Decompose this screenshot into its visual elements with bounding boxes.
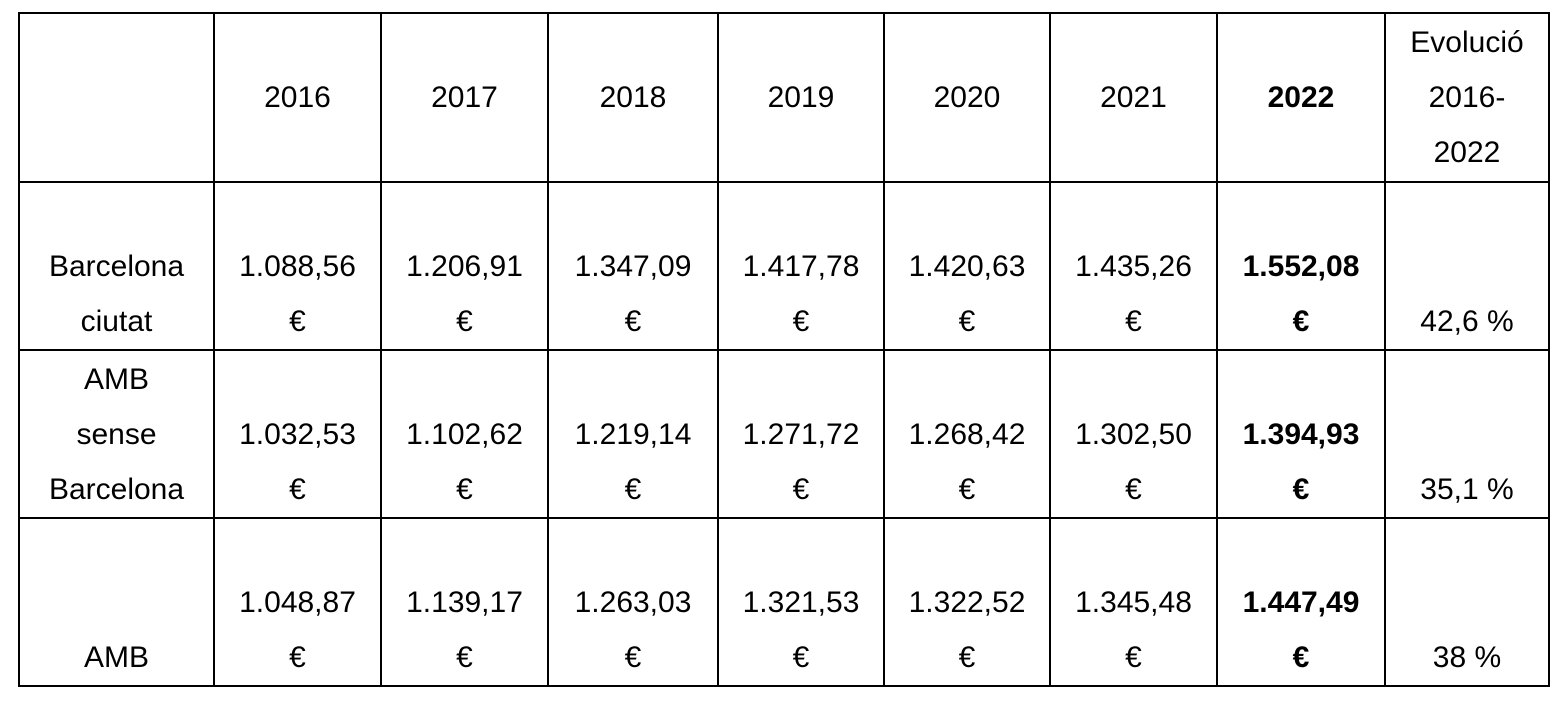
value-cell: 1.447,49 € xyxy=(1216,517,1386,687)
value-cell: 1.417,78 € xyxy=(717,181,885,351)
value-cell-text: 1.032,53 € xyxy=(239,418,356,506)
value-cell: 1.048,87 € xyxy=(213,517,382,687)
header-cell: 2018 xyxy=(547,12,719,183)
header-cell xyxy=(18,12,215,183)
value-cell: 1.435,26 € xyxy=(1049,181,1218,351)
value-cell: 1.032,53 € xyxy=(213,349,382,519)
value-cell-text: 1.302,50 € xyxy=(1075,418,1192,506)
value-cell: 1.552,08 € xyxy=(1216,181,1386,351)
value-cell: 1.102,62 € xyxy=(380,349,549,519)
value-cell-text: 1.263,03 € xyxy=(574,586,692,674)
header-row: 2016 2017 2018 2019 2020 2021 2022 Evolució 201… xyxy=(18,12,1550,183)
value-cell: 1.206,91 € xyxy=(380,181,549,351)
row-label: Barcelona ciutat xyxy=(18,181,215,351)
value-cell-text: 1.271,72 € xyxy=(742,418,860,506)
table-body: Barcelona ciutat 1.088,56 € 1.206,91 € 1.34… xyxy=(18,181,1550,687)
row-label-text: AMB sense Barcelona xyxy=(48,363,185,506)
value-cell-text: 1.048,87 € xyxy=(239,586,356,674)
value-cell: 1.321,53 € xyxy=(717,517,885,687)
header-cell-text: 2021 xyxy=(1100,81,1167,114)
header-cell-text: 2020 xyxy=(933,81,1001,114)
value-cell: 1.345,48 € xyxy=(1049,517,1218,687)
header-cell: 2020 xyxy=(883,12,1051,183)
evolution-cell: 38 % xyxy=(1384,517,1550,687)
value-cell-text: 1.321,53 € xyxy=(742,586,860,674)
value-cell-text: 1.394,93 € xyxy=(1242,418,1360,506)
header-cell: 2017 xyxy=(380,12,549,183)
value-cell-text: 1.417,78 € xyxy=(742,250,860,338)
value-cell: 1.347,09 € xyxy=(547,181,719,351)
header-cell-text: 2017 xyxy=(431,81,498,114)
header-cell-text: 2022 xyxy=(1267,81,1335,114)
value-cell-text: 1.322,52 € xyxy=(908,586,1026,674)
row-label: AMB xyxy=(18,517,215,687)
table-row: Barcelona ciutat 1.088,56 € 1.206,91 € 1.34… xyxy=(18,181,1550,351)
header-cell-text: Evolució 2016-2022 xyxy=(1410,26,1524,169)
evolution-cell-text: 42,6 % xyxy=(1420,305,1514,338)
value-cell: 1.268,42 € xyxy=(883,349,1051,519)
header-cell: 2022 xyxy=(1216,12,1386,183)
evolution-cell-text: 38 % xyxy=(1432,641,1502,674)
row-label-text: AMB xyxy=(83,641,149,674)
value-cell: 1.263,03 € xyxy=(547,517,719,687)
value-cell-text: 1.088,56 € xyxy=(239,250,356,338)
value-cell: 1.302,50 € xyxy=(1049,349,1218,519)
value-cell: 1.139,17 € xyxy=(380,517,549,687)
table-row: AMB sense Barcelona 1.032,53 € 1.102,62 € 1… xyxy=(18,349,1550,519)
value-cell: 1.088,56 € xyxy=(213,181,382,351)
value-cell-text: 1.420,63 € xyxy=(908,250,1026,338)
evolution-cell: 42,6 % xyxy=(1384,181,1550,351)
evolution-cell-text: 35,1 % xyxy=(1420,473,1514,506)
value-cell: 1.322,52 € xyxy=(883,517,1051,687)
value-cell-text: 1.347,09 € xyxy=(574,250,692,338)
table-header: 2016 2017 2018 2019 2020 2021 2022 Evolució 201… xyxy=(18,12,1550,183)
value-cell-text: 1.102,62 € xyxy=(406,418,523,506)
header-cell: 2016 xyxy=(213,12,382,183)
header-cell-text: 2019 xyxy=(767,81,835,114)
value-cell-text: 1.435,26 € xyxy=(1075,250,1192,338)
value-cell: 1.394,93 € xyxy=(1216,349,1386,519)
value-cell: 1.271,72 € xyxy=(717,349,885,519)
header-cell: Evolució 2016-2022 xyxy=(1384,12,1550,183)
data-table: 2016 2017 2018 2019 2020 2021 2022 Evolució 201… xyxy=(18,12,1550,687)
row-label-text: Barcelona ciutat xyxy=(48,250,185,338)
value-cell: 1.219,14 € xyxy=(547,349,719,519)
value-cell-text: 1.345,48 € xyxy=(1075,586,1192,674)
value-cell-text: 1.268,42 € xyxy=(908,418,1026,506)
table-row: AMB 1.048,87 € 1.139,17 € 1.263,03 € 1.321,5… xyxy=(18,517,1550,687)
value-cell: 1.420,63 € xyxy=(883,181,1051,351)
evolution-cell: 35,1 % xyxy=(1384,349,1550,519)
header-cell-text: 2016 xyxy=(264,81,331,114)
header-cell: 2019 xyxy=(717,12,885,183)
value-cell-text: 1.219,14 € xyxy=(574,418,692,506)
value-cell-text: 1.206,91 € xyxy=(406,250,523,338)
value-cell-text: 1.447,49 € xyxy=(1242,586,1360,674)
value-cell-text: 1.139,17 € xyxy=(406,586,523,674)
row-label: AMB sense Barcelona xyxy=(18,349,215,519)
header-cell-text: 2018 xyxy=(599,81,667,114)
header-cell: 2021 xyxy=(1049,12,1218,183)
value-cell-text: 1.552,08 € xyxy=(1242,250,1360,338)
